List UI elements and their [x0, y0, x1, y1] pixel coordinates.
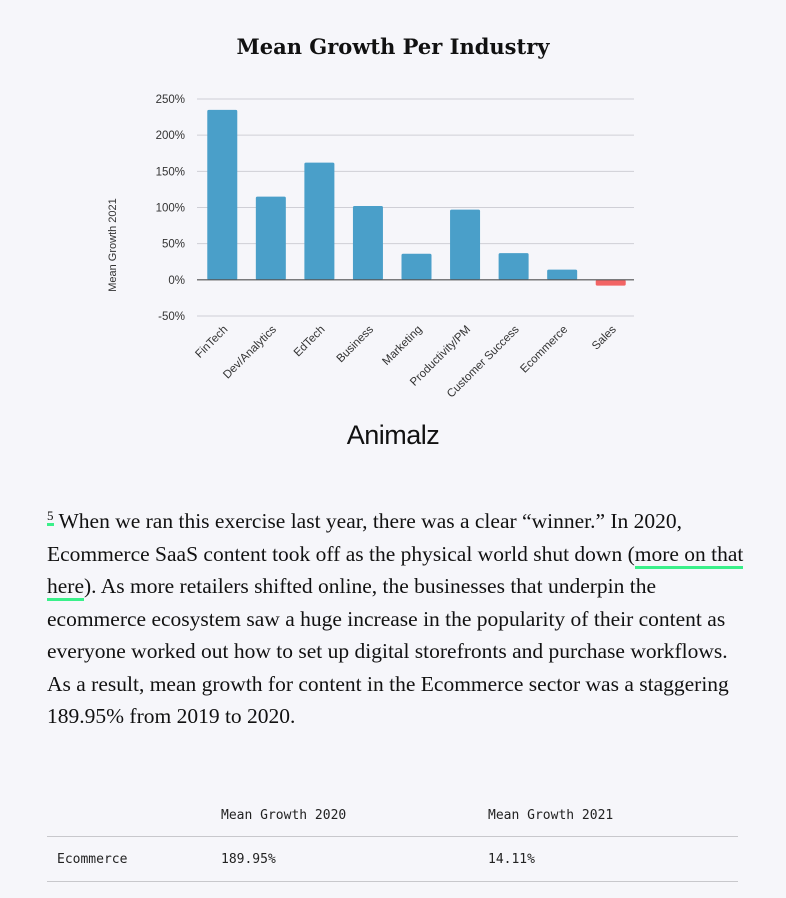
- y-tick-label: 250%: [156, 94, 185, 106]
- bar: [595, 279, 626, 286]
- paragraph-text-continued: ). As more retailers shifted online, the…: [47, 574, 729, 728]
- table-header: [47, 795, 220, 837]
- footnote-link[interactable]: 5: [47, 507, 54, 526]
- x-tick-label: FinTech: [193, 324, 230, 361]
- bar-chart: 250%200%150%100%50%0%-50%FinTechDev/Anal…: [107, 94, 634, 400]
- y-tick-label: -50%: [158, 311, 185, 323]
- y-tick-label: 50%: [162, 239, 185, 251]
- y-tick-label: 100%: [156, 203, 185, 215]
- table-cell: Ecommerce: [47, 836, 220, 882]
- x-tick-label: Marketing: [380, 324, 424, 368]
- table-header: Mean Growth 2021: [487, 795, 738, 837]
- y-axis-label: Mean Growth 2021: [107, 198, 119, 292]
- growth-table: Mean Growth 2020 Mean Growth 2021 Ecomme…: [47, 795, 738, 882]
- bar: [255, 196, 286, 280]
- table-header-row: Mean Growth 2020 Mean Growth 2021: [47, 795, 738, 837]
- bar: [207, 109, 238, 280]
- bar: [450, 209, 481, 280]
- x-tick-label: Sales: [590, 323, 619, 352]
- paragraph-text: When we ran this exercise last year, the…: [47, 509, 683, 566]
- animalz-logo: Animalz: [346, 420, 440, 450]
- x-tick-label: EdTech: [292, 324, 328, 360]
- bar: [401, 253, 432, 280]
- table-cell: 189.95%: [220, 836, 487, 882]
- bar: [547, 269, 578, 280]
- y-tick-label: 0%: [168, 275, 185, 287]
- x-tick-label: Ecommerce: [518, 324, 570, 376]
- chart-title: Mean Growth Per Industry: [236, 34, 550, 59]
- y-tick-label: 150%: [156, 166, 185, 178]
- table-cell: 14.11%: [487, 836, 738, 882]
- bar: [352, 206, 383, 280]
- bar: [304, 162, 335, 280]
- body-paragraph: 5 When we ran this exercise last year, t…: [47, 505, 747, 733]
- bar: [498, 253, 529, 280]
- y-tick-label: 200%: [156, 130, 185, 142]
- x-tick-label: Business: [335, 323, 377, 365]
- table-row: Ecommerce 189.95% 14.11%: [47, 836, 738, 882]
- more-on-that-link[interactable]: more on that here: [47, 541, 744, 601]
- table-header: Mean Growth 2020: [220, 795, 487, 837]
